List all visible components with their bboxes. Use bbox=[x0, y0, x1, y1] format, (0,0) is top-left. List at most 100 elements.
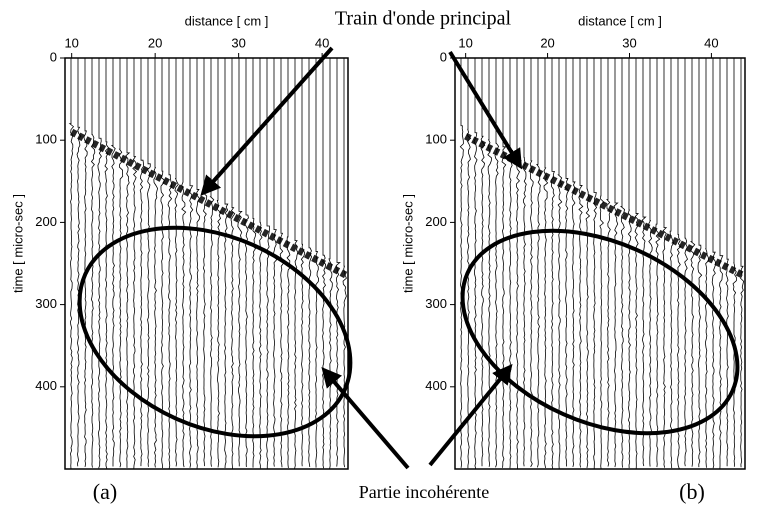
trace bbox=[132, 58, 138, 469]
trace bbox=[308, 58, 313, 467]
arrival-line bbox=[70, 128, 349, 279]
arrow bbox=[428, 363, 513, 467]
trace bbox=[585, 58, 591, 469]
y-tick-label: 200 bbox=[35, 214, 57, 229]
trace bbox=[118, 58, 124, 468]
trace bbox=[174, 58, 179, 467]
trace bbox=[718, 58, 724, 469]
trace bbox=[466, 58, 472, 469]
trace bbox=[90, 58, 96, 468]
trace bbox=[690, 58, 696, 467]
trace bbox=[684, 58, 689, 467]
arrow bbox=[200, 46, 334, 196]
y-tick-label: 400 bbox=[425, 378, 447, 393]
y-tick-label: 400 bbox=[35, 378, 57, 393]
trace bbox=[634, 58, 640, 469]
trace bbox=[564, 58, 570, 467]
trace bbox=[230, 58, 236, 469]
trace bbox=[125, 58, 131, 468]
x-tick-label: 20 bbox=[148, 35, 162, 50]
plot-frame bbox=[64, 57, 349, 470]
trace bbox=[593, 58, 598, 469]
trace bbox=[286, 58, 292, 468]
traces bbox=[68, 58, 347, 470]
trace bbox=[641, 58, 647, 467]
trace bbox=[68, 58, 75, 469]
trace bbox=[648, 58, 653, 467]
panel-label: (a) bbox=[93, 479, 117, 504]
x-tick-label: 20 bbox=[540, 35, 554, 50]
trace bbox=[188, 58, 194, 468]
trace bbox=[160, 58, 165, 469]
y-tick-label: 300 bbox=[35, 296, 57, 311]
y-axis-label: time [ micro-sec ] bbox=[400, 194, 415, 293]
x-tick-label: 30 bbox=[231, 35, 245, 50]
annotation: Partie incohérente bbox=[359, 482, 489, 502]
plot-frame bbox=[454, 57, 746, 470]
trace bbox=[578, 58, 584, 468]
trace bbox=[459, 58, 464, 468]
trace bbox=[335, 58, 341, 467]
trace bbox=[315, 58, 320, 468]
trace bbox=[543, 58, 549, 468]
y-tick-label: 100 bbox=[425, 132, 447, 147]
trace bbox=[300, 58, 306, 467]
trace bbox=[516, 58, 520, 469]
x-axis-label: distance [ cm ] bbox=[578, 13, 662, 28]
trace bbox=[711, 58, 717, 469]
trace bbox=[83, 58, 88, 468]
trace bbox=[342, 58, 347, 468]
trace bbox=[557, 58, 563, 469]
trace bbox=[216, 58, 222, 468]
trace bbox=[669, 58, 675, 469]
x-tick-label: 40 bbox=[704, 35, 718, 50]
trace bbox=[328, 58, 333, 469]
trace bbox=[627, 58, 632, 469]
trace bbox=[259, 58, 263, 469]
trace bbox=[224, 58, 229, 469]
trace bbox=[523, 58, 527, 467]
trace bbox=[501, 58, 507, 468]
trace bbox=[606, 58, 611, 467]
trace bbox=[613, 58, 619, 468]
trace bbox=[480, 58, 486, 467]
trace bbox=[252, 58, 257, 468]
trace bbox=[725, 58, 729, 467]
ellipse bbox=[460, 228, 740, 436]
trace bbox=[599, 58, 605, 470]
trace bbox=[195, 58, 201, 469]
x-tick-label: 30 bbox=[622, 35, 636, 50]
y-tick-label: 200 bbox=[425, 214, 447, 229]
trace bbox=[181, 58, 187, 468]
arrow bbox=[321, 366, 410, 470]
trace bbox=[494, 58, 500, 468]
trace bbox=[740, 58, 745, 468]
trace bbox=[509, 58, 514, 469]
trace bbox=[202, 58, 208, 467]
trace bbox=[244, 58, 249, 468]
trace bbox=[167, 58, 173, 469]
trace bbox=[536, 58, 542, 468]
y-tick-label: 0 bbox=[440, 49, 447, 64]
y-tick-label: 0 bbox=[50, 49, 57, 64]
trace bbox=[294, 58, 299, 469]
trace bbox=[279, 58, 284, 468]
arrival-line bbox=[464, 132, 746, 279]
trace bbox=[104, 58, 110, 470]
overlay bbox=[77, 46, 740, 470]
trace bbox=[676, 58, 682, 469]
trace bbox=[139, 58, 144, 467]
trace bbox=[272, 58, 278, 467]
y-axis-label: time [ micro-sec ] bbox=[10, 194, 25, 293]
trace bbox=[550, 58, 555, 469]
x-tick-label: 40 bbox=[315, 35, 329, 50]
trace bbox=[153, 58, 158, 468]
y-tick-label: 100 bbox=[35, 132, 57, 147]
trace bbox=[146, 58, 151, 467]
trace bbox=[97, 58, 102, 469]
x-tick-label: 10 bbox=[64, 35, 78, 50]
trace bbox=[110, 58, 116, 467]
trace bbox=[209, 58, 215, 467]
trace bbox=[529, 58, 534, 468]
